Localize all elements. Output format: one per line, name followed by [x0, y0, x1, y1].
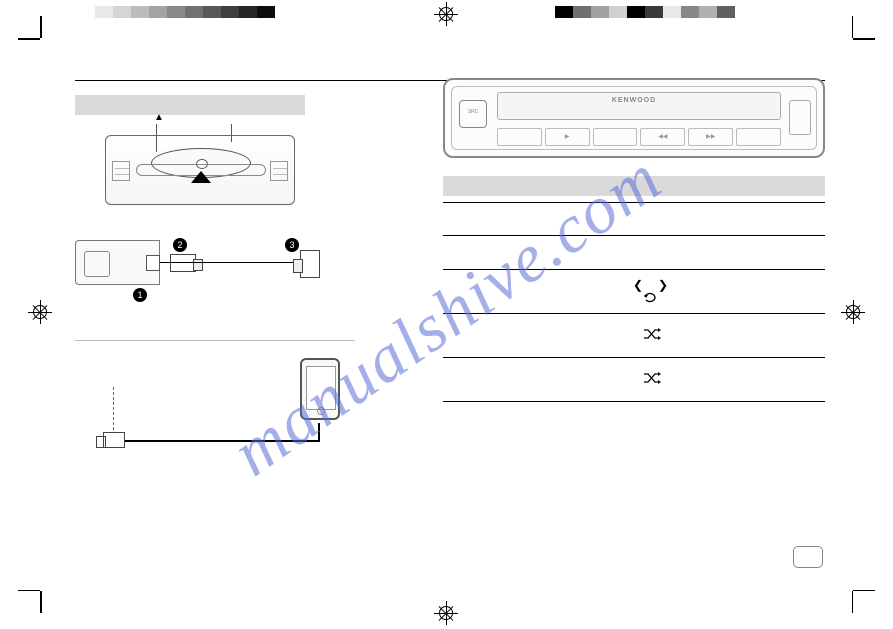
shuffle-icon [643, 372, 661, 384]
registration-mark-right [841, 300, 865, 324]
head-unit-diagram: SRC KENWOOD ▶ ◀◀ ▶▶ [443, 78, 825, 158]
button-row: ▶ ◀◀ ▶▶ [497, 128, 781, 146]
preset-button-1 [497, 128, 542, 146]
color-swatches-left [95, 6, 275, 18]
volume-knob: SRC [459, 100, 487, 128]
callout-3: 3 [285, 238, 299, 252]
color-swatches-right [555, 6, 735, 18]
usb-plug-b [300, 250, 320, 278]
preset-button-2: ▶ [545, 128, 590, 146]
prev-track-icon: ❮ [633, 278, 643, 292]
smartphone-icon [300, 358, 340, 420]
section-header-operations [443, 176, 825, 196]
table-row [443, 314, 825, 358]
table-row [443, 358, 825, 402]
registration-mark-top [434, 2, 458, 26]
page-number-box [793, 546, 823, 568]
table-row [443, 236, 825, 270]
table-row [443, 202, 825, 236]
table-row: ❮ ❯ [443, 270, 825, 314]
registration-mark-left [28, 300, 52, 324]
usb-unit-side [75, 240, 160, 285]
page-content: ▲ 1 2 3 [75, 60, 825, 580]
insert-arrow-icon [191, 171, 211, 183]
shuffle-icon [643, 328, 661, 340]
eject-icon: ▲ [154, 112, 164, 123]
right-column: SRC KENWOOD ▶ ◀◀ ▶▶ ❮ ❯ [443, 78, 825, 402]
repeat-icon [643, 290, 659, 304]
brand-label: KENWOOD [612, 97, 656, 104]
usb-plug-a [170, 254, 196, 272]
callout-1: 1 [133, 288, 147, 302]
section-header-start-playback [75, 95, 305, 115]
next-track-icon: ❯ [658, 278, 668, 292]
preset-button-3 [593, 128, 638, 146]
preset-button-6 [736, 128, 781, 146]
usb-connection-diagram: 1 2 3 [75, 240, 395, 285]
phone-connection-diagram [75, 340, 375, 366]
callout-2: 2 [173, 238, 187, 252]
left-column: ▲ 1 2 3 [75, 95, 395, 285]
operations-table: ❮ ❯ [443, 202, 825, 402]
preset-button-5: ▶▶ [688, 128, 733, 146]
registration-mark-bottom [434, 601, 458, 625]
preset-button-4: ◀◀ [640, 128, 685, 146]
usb-slot-front [789, 100, 811, 135]
phone-usb-plug [103, 432, 125, 448]
cd-slot-diagram: ▲ [105, 135, 295, 205]
